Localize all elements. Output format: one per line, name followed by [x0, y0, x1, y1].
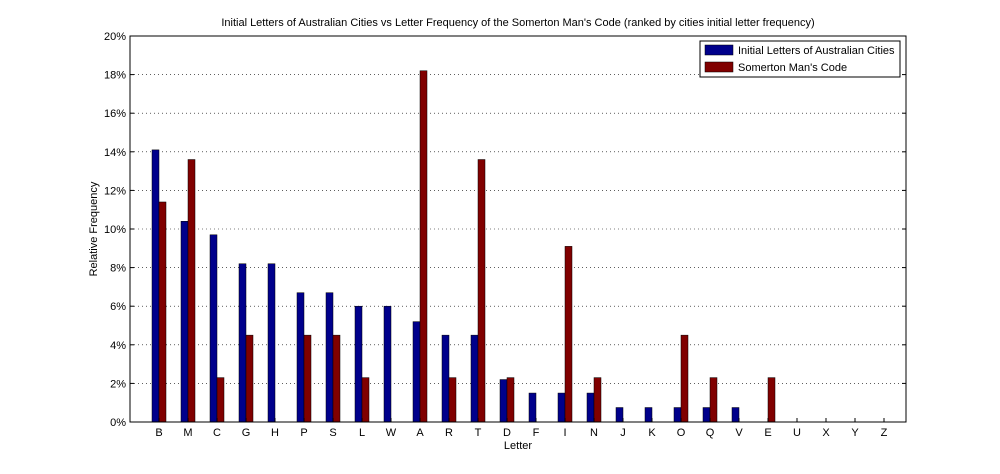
x-tick-label: T — [475, 427, 482, 439]
bar-cities — [586, 392, 595, 423]
y-tick-label: 14% — [104, 147, 126, 159]
bar-code — [506, 377, 515, 423]
bar-cities — [470, 334, 479, 423]
y-tick-label: 16% — [104, 108, 126, 120]
bar-cities — [528, 392, 537, 423]
x-tick-label: U — [793, 427, 801, 439]
bar-code — [448, 377, 457, 423]
bar-cities — [644, 407, 653, 423]
x-tick-label: E — [764, 427, 771, 439]
x-tick-label: Y — [851, 427, 859, 439]
chart-title: Initial Letters of Australian Cities vs … — [221, 17, 814, 29]
bar-code — [303, 334, 312, 423]
bar-cities — [296, 292, 305, 423]
legend-label-cities: Initial Letters of Australian Cities — [738, 45, 895, 57]
x-tick-label: N — [590, 427, 598, 439]
x-tick-label: G — [242, 427, 251, 439]
bar-code — [709, 377, 718, 423]
bar-code — [767, 377, 776, 423]
y-axis-ticks: 0% 2% 4% 6% 8% 10% 12% 14% 16% 18% 20% — [104, 31, 906, 429]
x-tick-label: I — [563, 427, 566, 439]
x-tick-label: L — [359, 427, 365, 439]
bar-code — [680, 334, 689, 423]
x-axis-label: Letter — [504, 440, 532, 452]
y-tick-label: 18% — [104, 70, 126, 82]
bar-code — [361, 377, 370, 423]
bar-code — [158, 201, 167, 423]
x-tick-label: K — [648, 427, 656, 439]
bar-cities — [180, 221, 189, 423]
x-tick-label: J — [620, 427, 626, 439]
x-tick-label: Q — [706, 427, 715, 439]
bar-code — [564, 246, 573, 423]
x-tick-label: P — [300, 427, 307, 439]
x-tick-label: M — [183, 427, 192, 439]
x-tick-label: V — [735, 427, 743, 439]
legend-swatch-code — [704, 61, 734, 73]
x-tick-label: F — [533, 427, 540, 439]
x-tick-label: O — [677, 427, 686, 439]
bar-cities — [412, 321, 421, 423]
bar-cities — [615, 407, 624, 423]
bar-cities — [325, 292, 334, 423]
bar-code — [477, 159, 486, 423]
bar-cities — [557, 392, 566, 423]
bar-cities — [499, 379, 508, 423]
bar-cities — [731, 407, 740, 423]
legend: Initial Letters of Australian Cities Som… — [699, 40, 901, 78]
bar-cities — [673, 407, 682, 423]
bar-code — [187, 159, 196, 423]
y-tick-label: 0% — [110, 417, 126, 429]
bar-cities — [238, 263, 247, 423]
legend-swatch-cities — [704, 44, 734, 56]
x-tick-label: C — [213, 427, 221, 439]
bar-code — [419, 70, 428, 423]
bar-cities — [441, 334, 450, 423]
bar-code — [216, 377, 225, 423]
bar-cities — [354, 305, 363, 423]
x-tick-label: H — [271, 427, 279, 439]
x-tick-label: X — [822, 427, 830, 439]
bar-cities — [383, 305, 392, 423]
x-tick-label: R — [445, 427, 453, 439]
x-tick-label: A — [416, 427, 424, 439]
y-tick-label: 8% — [110, 263, 126, 275]
y-tick-label: 10% — [104, 224, 126, 236]
bar-cities — [702, 407, 711, 423]
bar-cities — [267, 263, 276, 423]
y-tick-label: 6% — [110, 301, 126, 313]
y-tick-label: 4% — [110, 340, 126, 352]
bar-code — [332, 334, 341, 423]
x-tick-label: D — [503, 427, 511, 439]
x-tick-label: W — [386, 427, 397, 439]
bar-code — [593, 377, 602, 423]
y-tick-label: 20% — [104, 31, 126, 43]
x-tick-label: Z — [881, 427, 888, 439]
bar-cities — [209, 234, 218, 423]
x-tick-label: S — [329, 427, 336, 439]
x-tick-label: B — [155, 427, 162, 439]
bar-cities — [151, 149, 160, 423]
y-tick-label: 12% — [104, 185, 126, 197]
grid-lines — [130, 74, 906, 384]
y-tick-label: 2% — [110, 378, 126, 390]
legend-label-code: Somerton Man's Code — [738, 62, 847, 74]
bar-code — [245, 334, 254, 423]
y-axis-label: Relative Frequency — [88, 181, 100, 276]
legend-box — [699, 40, 901, 78]
